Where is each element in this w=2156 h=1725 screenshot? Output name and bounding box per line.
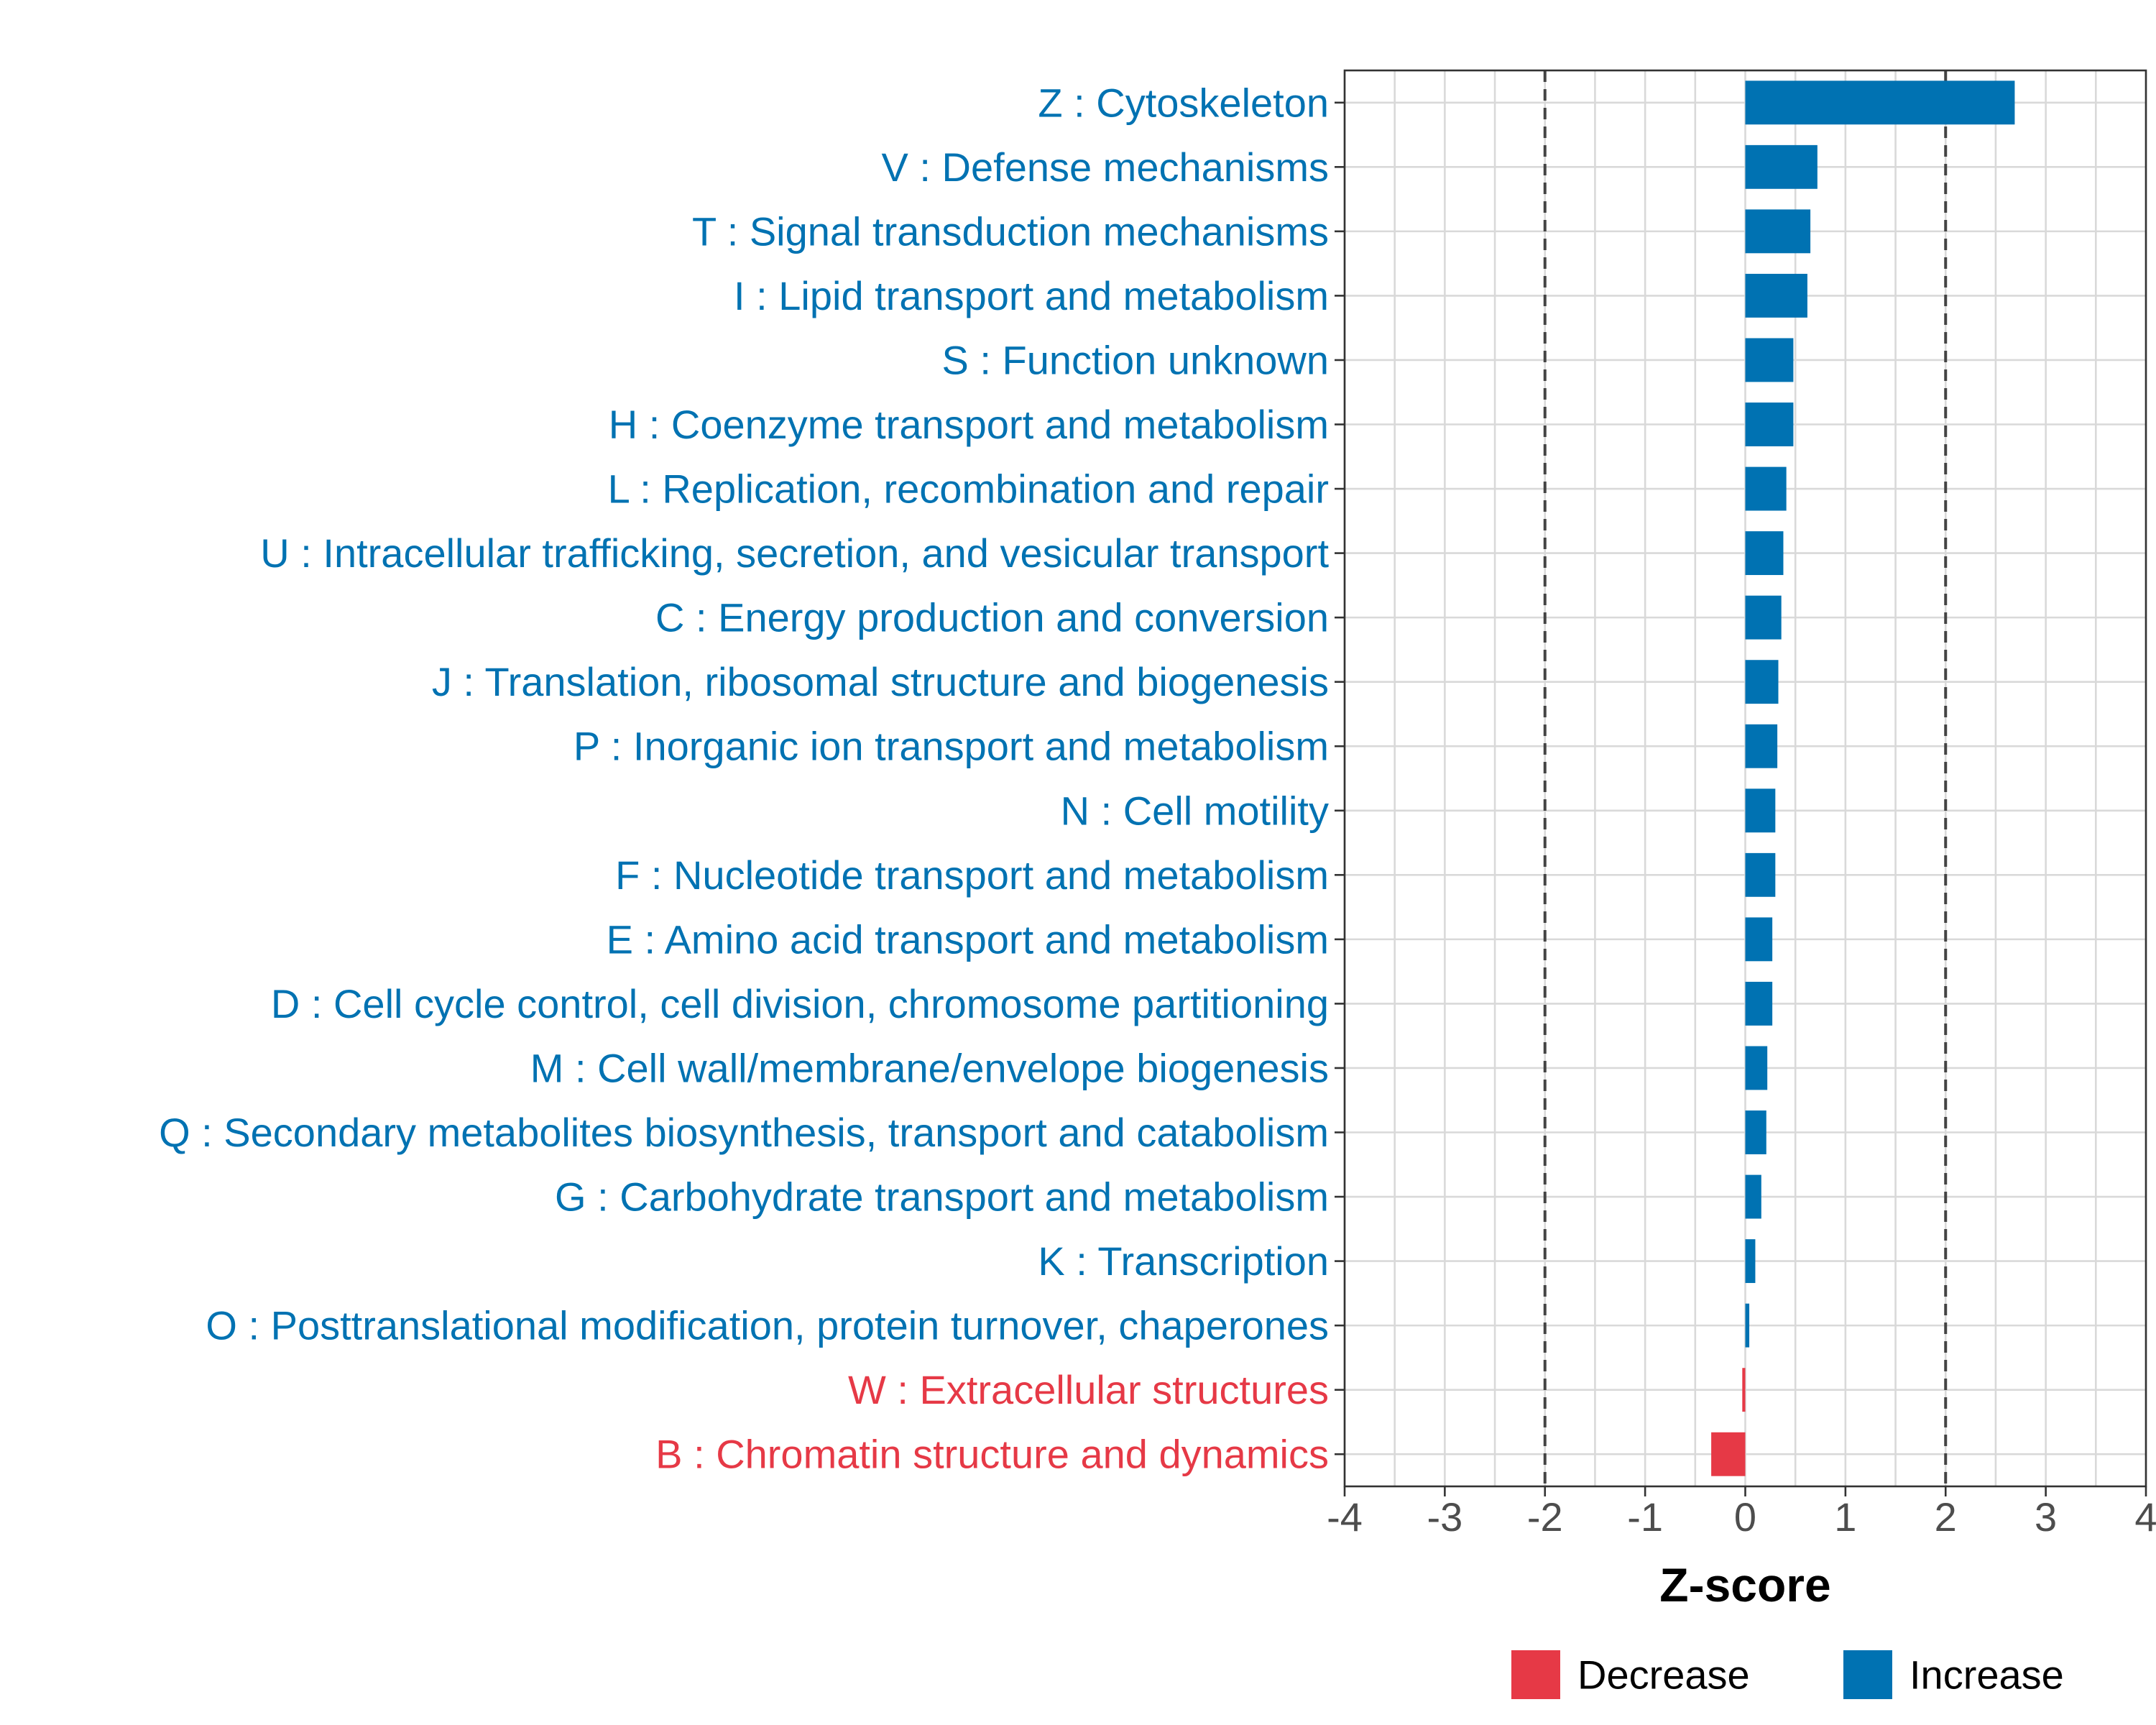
bar	[1745, 338, 1794, 382]
bar	[1745, 852, 1776, 897]
bars	[1711, 80, 2015, 1476]
bar	[1745, 466, 1787, 511]
bar	[1711, 1432, 1746, 1476]
y-axis-ticks	[1335, 101, 1345, 1455]
legend-swatch	[1843, 1650, 1892, 1699]
bar	[1745, 531, 1784, 576]
bar	[1745, 1110, 1766, 1154]
category-label: P : Inorganic ion transport and metaboli…	[573, 724, 1329, 769]
legend-label: Increase	[1909, 1652, 2064, 1698]
bar	[1745, 144, 1818, 189]
bar	[1745, 724, 1778, 768]
category-label: S : Function unknown	[941, 337, 1329, 382]
reference-lines	[1543, 70, 1948, 1486]
category-label: G : Carbohydrate transport and metabolis…	[555, 1174, 1329, 1220]
y-axis-labels: Z : Cytoskeleton V : Defense mechanisms T …	[159, 80, 1329, 1476]
x-tick-label: 3	[2035, 1494, 2057, 1540]
category-label: B : Chromatin structure and dynamics	[655, 1432, 1329, 1477]
bar	[1745, 595, 1782, 640]
x-tick-label: 4	[2134, 1494, 2156, 1540]
category-label: E : Amino acid transport and metabolism	[607, 916, 1329, 962]
bar	[1745, 273, 1807, 318]
bar	[1745, 402, 1794, 446]
category-label: M : Cell wall/membrane/envelope biogenes…	[530, 1045, 1329, 1090]
category-label: K : Transcription	[1038, 1238, 1329, 1284]
category-label: F : Nucleotide transport and metabolism	[615, 852, 1329, 898]
x-axis-ticks	[1343, 1486, 2147, 1496]
x-tick-label: -3	[1427, 1494, 1462, 1540]
bar	[1745, 917, 1773, 962]
legend-label: Decrease	[1577, 1652, 1750, 1698]
x-tick-label: -1	[1627, 1494, 1663, 1540]
x-tick-label: -4	[1327, 1494, 1363, 1540]
bar	[1745, 981, 1773, 1026]
category-label: U : Intracellular trafficking, secretion…	[260, 530, 1329, 576]
legend-swatch	[1511, 1650, 1560, 1699]
x-tick-label: 1	[1834, 1494, 1856, 1540]
x-tick-label: 2	[1935, 1494, 1957, 1540]
category-label: O : Posttranslational modification, prot…	[206, 1303, 1329, 1348]
category-label: L : Replication, recombination and repai…	[608, 466, 1329, 512]
category-label: I : Lipid transport and metabolism	[734, 273, 1329, 318]
bar	[1742, 1368, 1746, 1412]
category-label: J : Translation, ribosomal structure and…	[432, 659, 1329, 704]
category-label: V : Defense mechanisms	[882, 144, 1329, 190]
category-label: H : Coenzyme transport and metabolism	[609, 402, 1329, 447]
x-axis-title: Z-score	[1659, 1558, 1830, 1611]
category-label: D : Cell cycle control, cell division, c…	[271, 981, 1329, 1026]
bar	[1745, 1303, 1750, 1348]
bar	[1745, 80, 2015, 125]
x-tick-label: 0	[1734, 1494, 1756, 1540]
category-label: Q : Secondary metabolites biosynthesis, …	[159, 1110, 1329, 1155]
bar	[1745, 209, 1811, 254]
x-tick-label: -2	[1527, 1494, 1563, 1540]
category-label: Z : Cytoskeleton	[1038, 80, 1329, 125]
bar	[1745, 1239, 1756, 1284]
category-label: C : Energy production and conversion	[655, 595, 1329, 640]
category-label: N : Cell motility	[1061, 788, 1329, 833]
category-label: W : Extracellular structures	[848, 1367, 1329, 1412]
bar	[1745, 1174, 1761, 1219]
legend: Decrease Increase	[1511, 1650, 2064, 1699]
bar	[1745, 660, 1779, 704]
bar	[1745, 788, 1776, 833]
category-label: T : Signal transduction mechanisms	[692, 208, 1329, 254]
bar	[1745, 1046, 1768, 1090]
x-axis-tick-labels: -4 -3 -2 -1 0 1 2 3 4	[1327, 1494, 2156, 1540]
